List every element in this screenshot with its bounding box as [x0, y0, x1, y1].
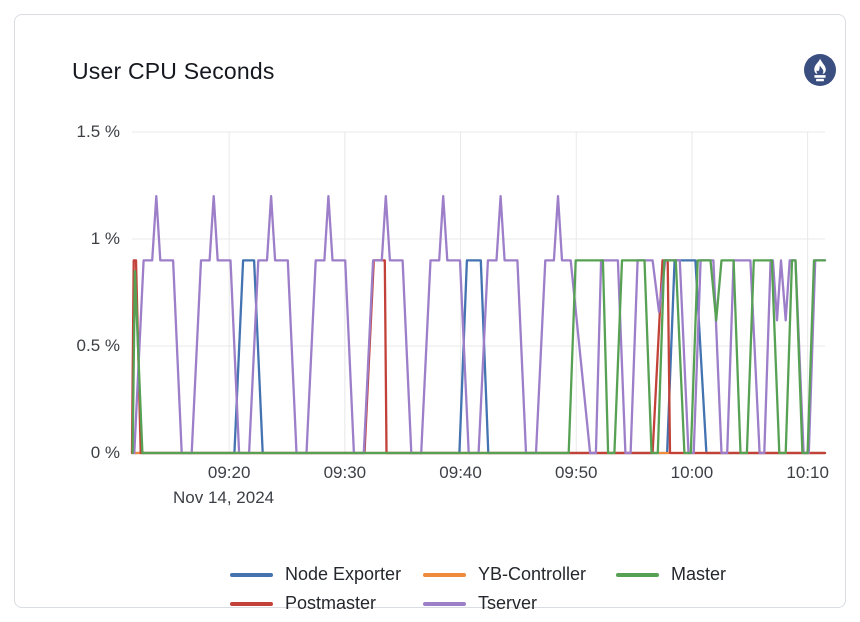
x-tick-label: 09:20 — [207, 463, 251, 482]
chart-legend: Node Exporter YB-Controller Master Postmast… — [230, 564, 726, 614]
prometheus-logo-svg — [804, 54, 836, 86]
legend-swatch-tserver — [423, 601, 466, 606]
y-tick-label: 0.5 % — [76, 336, 120, 355]
legend-label-tserver: Tserver — [478, 593, 538, 613]
legend-item-tserver[interactable]: Tserver — [423, 593, 616, 614]
chart-panel: User CPU Seconds 0 % 0.5 % 1 % 1.5 % 09:20 09… — [14, 14, 846, 613]
legend-item-node-exporter[interactable]: Node Exporter — [230, 564, 423, 585]
x-tick-label: 09:50 — [554, 463, 598, 482]
series-line-tserver — [133, 195, 827, 455]
x-tick-label: 10:10 — [786, 463, 829, 482]
x-tick-label: 10:00 — [670, 463, 714, 482]
legend-label-node-exporter: Node Exporter — [285, 564, 402, 584]
series-line-node-exporter — [130, 259, 827, 455]
legend-swatch-node-exporter — [230, 572, 273, 577]
legend-swatch-yb-controller — [423, 572, 466, 577]
legend-swatch-master — [616, 572, 659, 577]
chart-title: User CPU Seconds — [72, 58, 275, 84]
series-line-master — [131, 259, 827, 455]
y-tick-label: 1.5 % — [76, 122, 120, 141]
legend-label-yb-controller: YB-Controller — [478, 564, 587, 584]
x-axis-date-label: Nov 14, 2024 — [173, 488, 275, 507]
y-tick-label: 1 % — [90, 229, 120, 248]
legend-label-postmaster: Postmaster — [285, 593, 377, 613]
legend-swatch-postmaster — [230, 601, 273, 606]
prometheus-logo-icon — [804, 54, 836, 86]
legend-item-postmaster[interactable]: Postmaster — [230, 593, 423, 614]
x-tick-label: 09:30 — [323, 463, 367, 482]
legend-item-master[interactable]: Master — [616, 564, 726, 585]
x-tick-label: 09:40 — [439, 463, 482, 482]
legend-item-yb-controller[interactable]: YB-Controller — [423, 564, 616, 585]
chart-canvas — [130, 131, 827, 455]
y-tick-label: 0 % — [90, 443, 120, 462]
legend-label-master: Master — [671, 564, 727, 584]
chart-plot-area[interactable]: 0 % 0.5 % 1 % 1.5 % 09:20 09:30 09:40 09:50 10:0… — [15, 15, 860, 535]
